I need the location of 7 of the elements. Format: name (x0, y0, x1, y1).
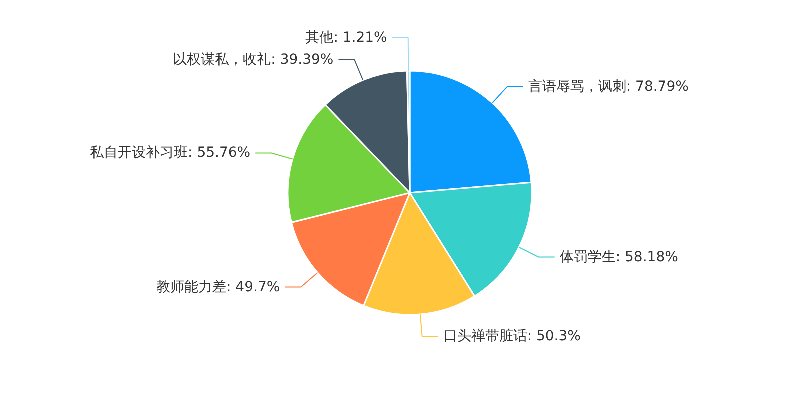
slice-label: 言语辱骂，讽刺: 78.79% (528, 78, 689, 95)
slice-label: 口头禅带脏话: 50.3% (443, 328, 581, 344)
slice-label: 体罚学生: 58.18% (560, 249, 678, 266)
slice-label: 以权谋私，收礼: 39.39% (173, 52, 334, 68)
slice-label: 其他: 1.21% (306, 30, 388, 46)
slice-label: 私自开设补习班: 55.76% (90, 145, 251, 162)
slice-label: 教师能力差: 49.7% (156, 279, 280, 296)
